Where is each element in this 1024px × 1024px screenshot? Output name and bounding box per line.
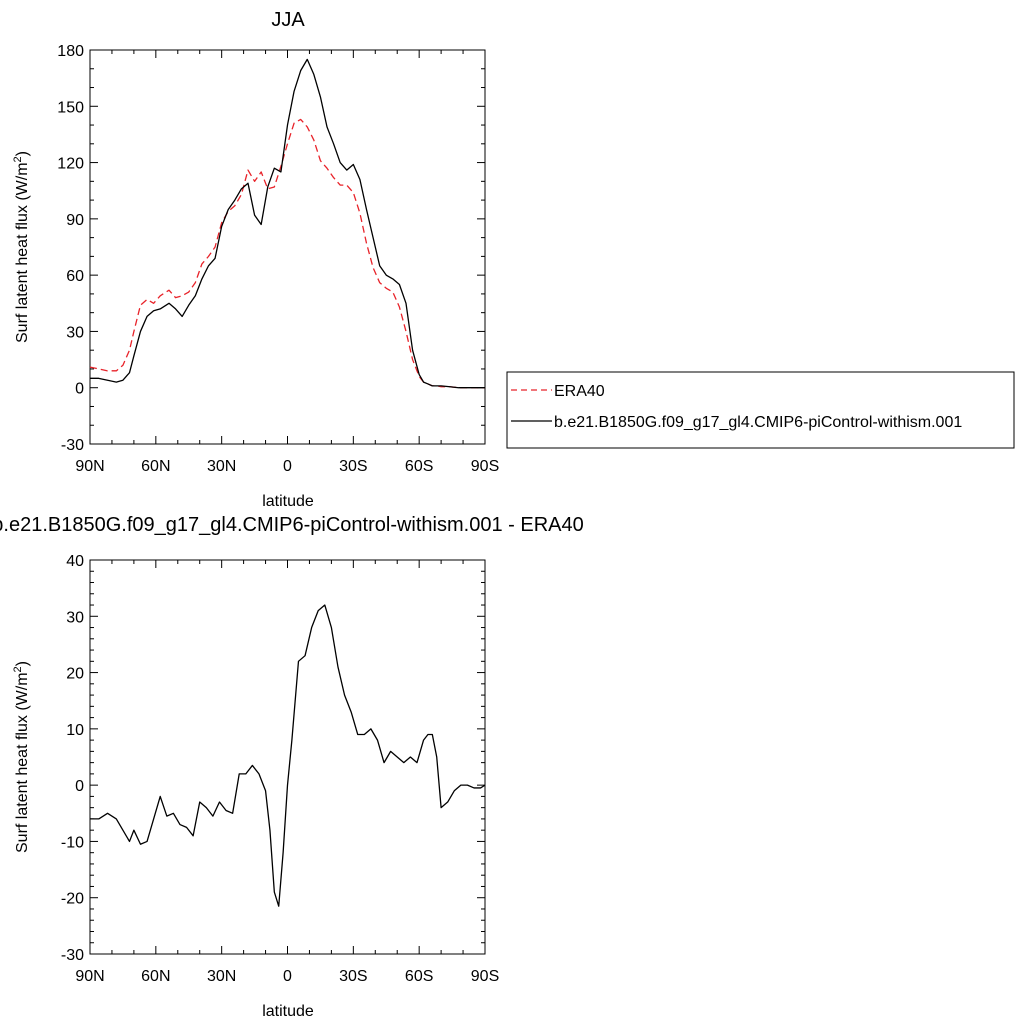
- bottom-chart-title: b.e21.B1850G.f09_g17_gl4.CMIP6-piControl…: [0, 514, 584, 536]
- legend: ERA40 b.e21.B1850G.f09_g17_gl4.CMIP6-piC…: [506, 371, 1015, 449]
- bottom-series-line-0: [90, 604, 486, 907]
- top-x-tick-label: 90S: [471, 458, 499, 475]
- bottom-y-tick-label: -10: [61, 834, 84, 851]
- bottom-y-tick-label: -30: [61, 947, 84, 964]
- legend-box: [506, 371, 1015, 449]
- top-y-tick-label: -30: [61, 437, 84, 454]
- top-y-axis-title: Surf latent heat flux (W/m2): [12, 151, 31, 343]
- bottom-x-tick-label: 30S: [339, 968, 367, 985]
- top-x-tick-label: 30S: [339, 458, 367, 475]
- top-y-tick-label: 180: [57, 43, 84, 60]
- top-x-tick-label: 90N: [75, 458, 104, 475]
- top-y-tick-label: 90: [66, 212, 84, 229]
- bottom-y-tick-label: 40: [66, 553, 84, 570]
- top-y-tick-label: 30: [66, 324, 84, 341]
- bottom-y-tick-label: 10: [66, 722, 84, 739]
- bottom-y-tick-label: 0: [75, 778, 84, 795]
- bottom-y-tick-label: 30: [66, 609, 84, 626]
- top-y-tick-label: 0: [75, 381, 84, 398]
- bottom-x-axis-title: latitude: [262, 1003, 314, 1020]
- bottom-x-tick-label: 30N: [207, 968, 236, 985]
- legend-label-era40: ERA40: [554, 383, 605, 400]
- top-x-tick-label: 30N: [207, 458, 236, 475]
- top-panel: JJA 90N 60N 30N 0 30S 60S 90S -30 0 30 60 90 120 150 1…: [12, 9, 499, 510]
- bottom-x-tick-label: 90S: [471, 968, 499, 985]
- top-chart-title: JJA: [271, 9, 305, 31]
- top-x-tick-label: 0: [283, 458, 292, 475]
- top-x-tick-label: 60S: [405, 458, 433, 475]
- bottom-y-tick-label: -20: [61, 891, 84, 908]
- top-y-tick-label: 150: [57, 99, 84, 116]
- bottom-y-axis-title: Surf latent heat flux (W/m2): [12, 661, 31, 853]
- bottom-x-tick-label: 60S: [405, 968, 433, 985]
- top-series-line-1: [90, 58, 485, 389]
- top-x-tick-label: 60N: [141, 458, 170, 475]
- bottom-x-tick-label: 90N: [75, 968, 104, 985]
- top-y-tick-label: 120: [57, 156, 84, 173]
- top-series-line-0: [89, 118, 485, 389]
- top-x-axis-title: latitude: [262, 493, 314, 510]
- bottom-x-tick-label: 0: [283, 968, 292, 985]
- legend-label-model: b.e21.B1850G.f09_g17_gl4.CMIP6-piControl…: [554, 414, 962, 431]
- bottom-x-tick-label: 60N: [141, 968, 170, 985]
- top-y-tick-label: 60: [66, 268, 84, 285]
- bottom-y-tick-label: 20: [66, 666, 84, 683]
- bottom-panel: b.e21.B1850G.f09_g17_gl4.CMIP6-piControl…: [0, 514, 584, 1020]
